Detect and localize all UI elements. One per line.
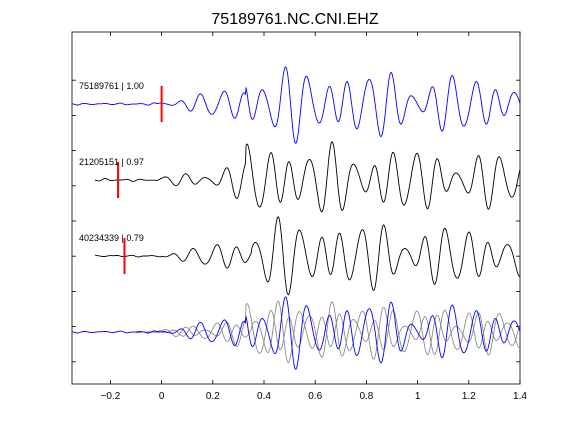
- trace-labels: 75189761 | 1.00 21205151 | 0.97 40234339 |…: [79, 81, 144, 243]
- x-tick-label: −0.2: [101, 391, 121, 402]
- overlay-primary-trace-line: [72, 296, 520, 370]
- trace-line: [95, 215, 520, 296]
- chart-title: 75189761.NC.CNI.EHZ: [211, 11, 378, 28]
- overlay-trace-line: [135, 301, 520, 358]
- traces-group: [72, 66, 520, 370]
- overlay-trace-line: [135, 300, 520, 364]
- x-tick-label: 0.6: [308, 391, 322, 402]
- x-axis-ticks: −0.2 0 0.2 0.4 0.6 0.8 1 1.2 1.4: [101, 32, 527, 402]
- x-tick-label: 1: [415, 391, 421, 402]
- x-tick-label: 1.4: [513, 391, 527, 402]
- x-tick-label: 0.2: [206, 391, 220, 402]
- trace-label: 75189761 | 1.00: [79, 81, 144, 91]
- x-tick-label: 0.4: [257, 391, 271, 402]
- axes-frame: [71, 31, 521, 385]
- x-tick-label: 1.2: [462, 391, 476, 402]
- trace-label: 40234339 | 0.79: [79, 233, 144, 243]
- x-tick-label: 0.8: [359, 391, 373, 402]
- x-tick-label: 0: [159, 391, 165, 402]
- trace-line: [94, 141, 520, 213]
- trace-line: [72, 66, 520, 144]
- trace-label: 21205151 | 0.97: [79, 157, 144, 167]
